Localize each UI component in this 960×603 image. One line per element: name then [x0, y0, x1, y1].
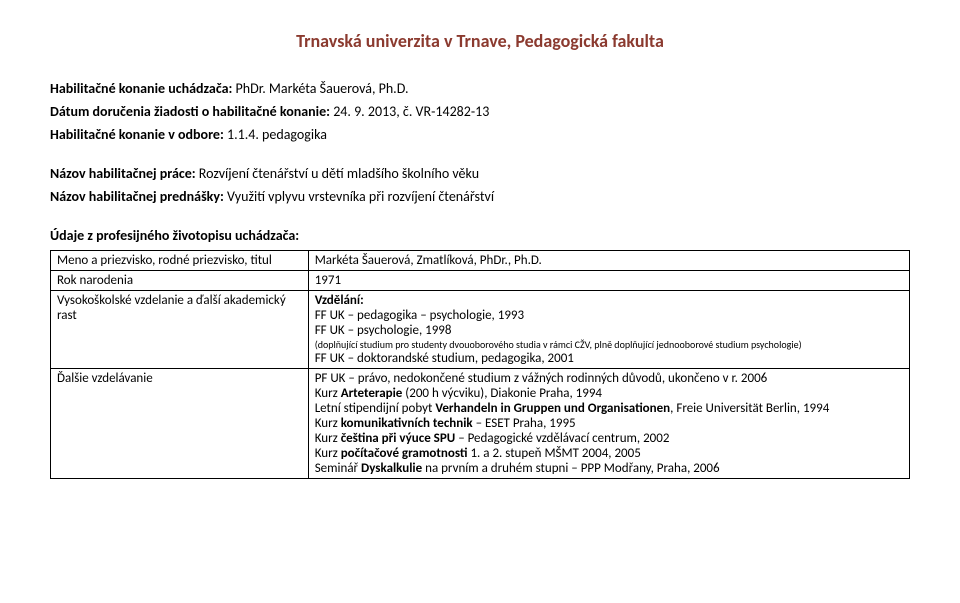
value-line: 1971	[315, 273, 903, 288]
row-label: Meno a priezvisko, rodné priezvisko, tit…	[51, 251, 309, 271]
table-row: Meno a priezvisko, rodné priezvisko, tit…	[51, 251, 910, 271]
line-field-label: Habilitačné konanie v odbore:	[50, 126, 224, 143]
line-field-value: 1.1.4. pedagogika	[224, 126, 327, 143]
value-line: Letní stipendijní pobyt Verhandeln in Gr…	[315, 401, 903, 416]
value-line: FF UK – pedagogika – psychologie, 1993	[315, 308, 903, 323]
row-label: Vysokoškolské vzdelanie a ďalší akademic…	[51, 291, 309, 369]
line-thesis: Názov habilitačnej práce: Rozvíjení čten…	[50, 165, 910, 182]
value-line: Markéta Šauerová, Zmatlíková, PhDr., Ph.…	[315, 253, 903, 268]
value-line: Kurz komunikativních technik – ESET Prah…	[315, 416, 903, 431]
line-lecture-value: Využití vplyvu vrstevníka při rozvíjení …	[224, 188, 494, 205]
line-field: Habilitačné konanie v odbore: 1.1.4. ped…	[50, 126, 910, 143]
value-line: Kurz počítačové gramotnosti 1. a 2. stup…	[315, 446, 903, 461]
value-line: Kurz Arteterapie (200 h výcviku), Diakon…	[315, 386, 903, 401]
line-lecture-label: Názov habilitačnej prednášky:	[50, 188, 224, 205]
line-date-value: 24. 9. 2013, č. VR-14282-13	[330, 103, 489, 120]
value-line: (doplňující studium pro studenty dvouobo…	[315, 338, 903, 351]
line-applicant-label: Habilitačné konanie uchádzača:	[50, 80, 232, 97]
value-line: Vzdělání:	[315, 293, 903, 308]
value-line: FF UK – doktorandské studium, pedagogika…	[315, 351, 903, 366]
row-label: Rok narodenia	[51, 271, 309, 291]
row-label: Ďalšie vzdelávanie	[51, 369, 309, 479]
cv-heading: Údaje z profesijného životopisu uchádzač…	[50, 227, 910, 244]
table-row: Vysokoškolské vzdelanie a ďalší akademic…	[51, 291, 910, 369]
line-applicant-value: PhDr. Markéta Šauerová, Ph.D.	[232, 80, 408, 97]
value-line: FF UK – psychologie, 1998	[315, 323, 903, 338]
row-value: Markéta Šauerová, Zmatlíková, PhDr., Ph.…	[308, 251, 909, 271]
table-row: Ďalšie vzdelávanie PF UK – právo, nedokon…	[51, 369, 910, 479]
line-date-label: Dátum doručenia žiadosti o habilitačné k…	[50, 103, 330, 120]
value-line: PF UK – právo, nedokončené studium z váž…	[315, 371, 903, 386]
line-lecture: Názov habilitačnej prednášky: Využití vp…	[50, 188, 910, 205]
cv-table: Meno a priezvisko, rodné priezvisko, tit…	[50, 250, 910, 479]
line-applicant: Habilitačné konanie uchádzača: PhDr. Mar…	[50, 80, 910, 97]
value-line: Seminář Dyskalkulie na prvním a druhém s…	[315, 461, 903, 476]
row-value: Vzdělání:FF UK – pedagogika – psychologi…	[308, 291, 909, 369]
page-title: Trnavská univerzita v Trnave, Pedagogick…	[50, 30, 910, 52]
row-value: PF UK – právo, nedokončené studium z váž…	[308, 369, 909, 479]
line-date: Dátum doručenia žiadosti o habilitačné k…	[50, 103, 910, 120]
line-thesis-label: Názov habilitačnej práce:	[50, 165, 196, 182]
value-line: Kurz čeština při výuce SPU – Pedagogické…	[315, 431, 903, 446]
line-thesis-value: Rozvíjení čtenářství u dětí mladšího ško…	[196, 165, 479, 182]
table-row: Rok narodenia 1971	[51, 271, 910, 291]
row-value: 1971	[308, 271, 909, 291]
